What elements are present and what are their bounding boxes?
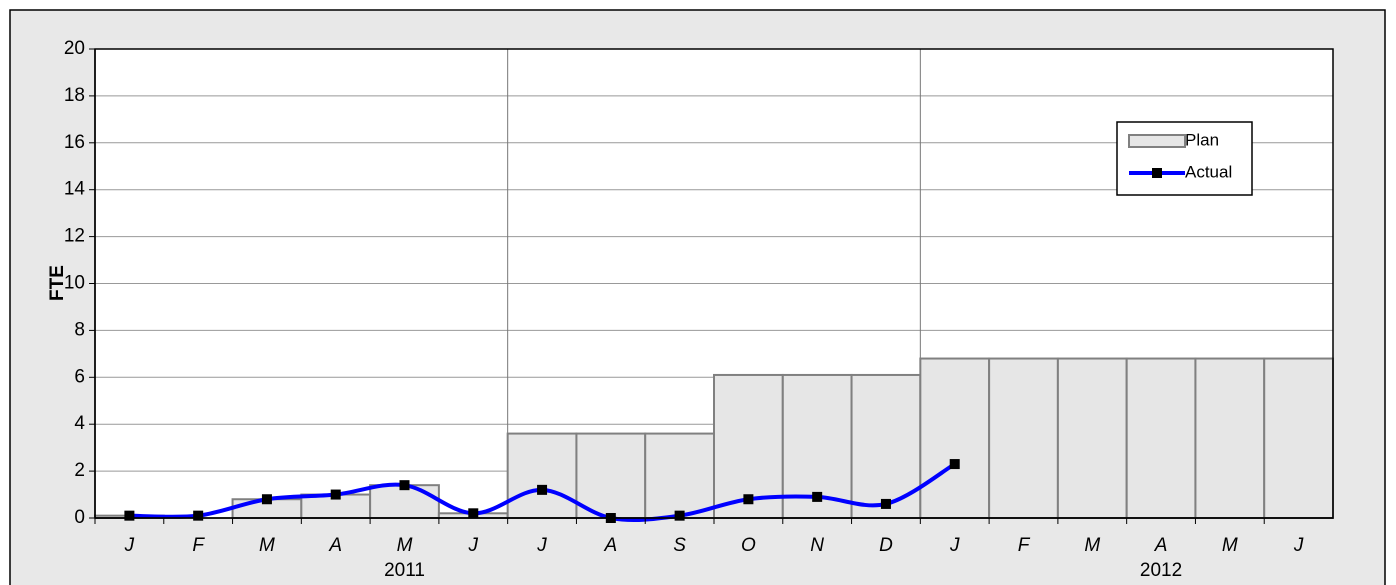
y-tick-label: 14 xyxy=(64,179,86,200)
year-label: 2011 xyxy=(384,560,425,581)
y-tick-label: 6 xyxy=(74,366,85,387)
y-axis-label: FTE xyxy=(47,265,68,301)
x-tick-label: S xyxy=(673,535,686,556)
plan-bar xyxy=(919,357,991,520)
legend-swatch xyxy=(1128,134,1186,148)
x-tick-label: J xyxy=(468,535,479,556)
plan-bar xyxy=(506,432,578,519)
x-tick-label: J xyxy=(949,535,960,556)
actual-marker xyxy=(674,510,685,521)
y-tick-label: 8 xyxy=(74,319,85,340)
legend-label: Plan xyxy=(1185,130,1219,149)
plan-bar xyxy=(575,432,647,519)
plan-bar xyxy=(988,357,1059,520)
y-tick-label: 18 xyxy=(64,85,85,106)
y-tick-label: 12 xyxy=(64,226,85,247)
y-tick-label: 20 xyxy=(64,38,85,59)
x-tick-label: J xyxy=(1293,535,1304,556)
y-tick-label: 4 xyxy=(74,413,85,434)
actual-marker xyxy=(743,494,754,505)
legend-label: Actual xyxy=(1185,162,1232,181)
plan-bar xyxy=(1263,357,1334,520)
actual-marker xyxy=(812,491,823,502)
x-tick-label: F xyxy=(1018,535,1031,556)
plan-bar xyxy=(644,432,716,519)
actual-marker xyxy=(399,480,410,491)
x-tick-label: M xyxy=(397,535,413,556)
x-tick-label: M xyxy=(259,535,275,556)
y-tick-label: 0 xyxy=(74,507,85,528)
x-tick-label: J xyxy=(124,535,135,556)
legend-swatch xyxy=(1152,168,1162,178)
x-tick-label: D xyxy=(879,535,893,556)
plan-bar xyxy=(1194,357,1266,520)
plan-bar xyxy=(1056,357,1128,520)
x-tick-label: M xyxy=(1084,535,1100,556)
actual-marker xyxy=(468,508,479,519)
x-tick-label: A xyxy=(328,535,342,556)
actual-marker xyxy=(124,510,135,521)
y-tick-label: 2 xyxy=(74,460,85,481)
actual-marker xyxy=(261,494,272,505)
plan-bar xyxy=(1125,357,1197,520)
actual-marker xyxy=(880,498,891,509)
plan-bar xyxy=(850,373,922,519)
x-tick-label: O xyxy=(741,535,756,556)
x-tick-label: A xyxy=(603,535,617,556)
x-tick-label: N xyxy=(810,535,824,556)
x-tick-label: A xyxy=(1154,535,1168,556)
year-label: 2012 xyxy=(1140,560,1182,581)
actual-marker xyxy=(949,459,960,470)
x-tick-label: J xyxy=(536,535,547,556)
y-tick-label: 16 xyxy=(64,132,85,153)
x-tick-label: F xyxy=(192,535,205,556)
actual-marker xyxy=(537,484,548,495)
actual-marker xyxy=(193,510,204,521)
y-tick-label: 10 xyxy=(64,273,85,294)
actual-marker xyxy=(330,489,341,500)
x-tick-label: M xyxy=(1222,535,1238,556)
